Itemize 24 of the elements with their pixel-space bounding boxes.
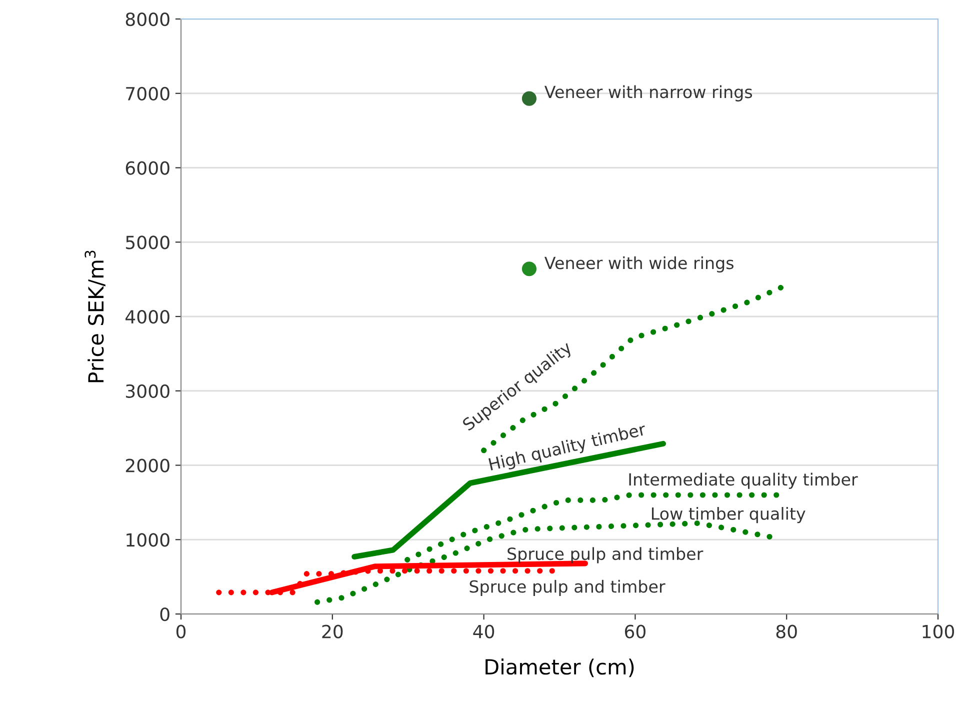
series-label: Veneer with wide rings [544, 256, 734, 273]
x-tick-label: 80 [776, 624, 797, 638]
x-tick-label: 0 [176, 624, 186, 638]
series-label: Spruce pulp and timber [508, 547, 704, 564]
y-tick-label: 6000 [126, 161, 170, 175]
y-axis-title: Price SEK/m$^{3}$ [84, 250, 106, 382]
text: High quality timber [488, 422, 648, 474]
series-label: Intermediate quality timber [629, 472, 858, 489]
y-tick-label: 5000 [126, 236, 170, 250]
x-tick-label: 40 [473, 624, 494, 638]
series-label: Veneer with narrow rings [544, 85, 752, 102]
y-tick-label: 7000 [126, 86, 170, 100]
series-label: Low timber quality [652, 507, 806, 524]
y-tick-label: 4000 [126, 310, 170, 324]
y-tick-label: 3000 [126, 384, 170, 398]
y-tick-label: 0 [160, 607, 170, 622]
x-axis-title: Diameter (cm) [486, 658, 634, 678]
x-tick-label: 100 [922, 624, 954, 638]
y-tick-label: 8000 [126, 12, 170, 26]
y-tick-label: 2000 [126, 458, 170, 472]
x-tick-label: 20 [322, 624, 343, 638]
x-tick-label: 60 [624, 624, 646, 638]
series-label: Spruce pulp and timber [470, 580, 666, 596]
y-tick-label: 1000 [126, 533, 170, 547]
